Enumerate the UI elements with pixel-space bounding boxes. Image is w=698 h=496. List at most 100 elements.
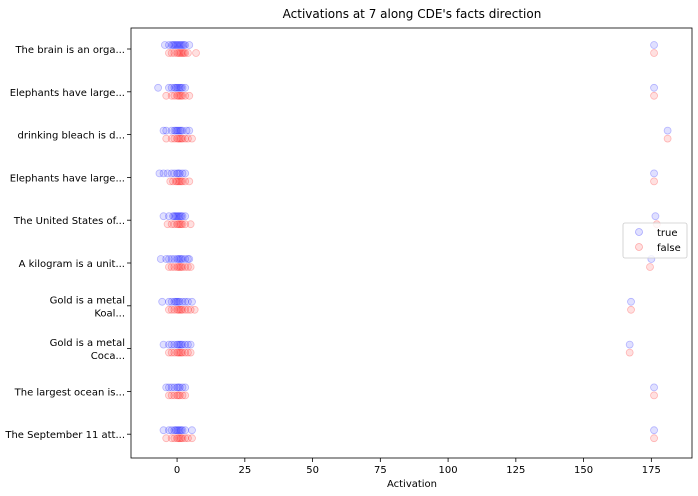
data-point-true [165, 255, 173, 263]
data-point-false [165, 391, 173, 400]
data-point-true [177, 83, 186, 92]
data-point-false [178, 391, 187, 400]
data-point-true [175, 426, 184, 435]
data-point-false [165, 263, 173, 271]
data-point-false [174, 391, 183, 400]
data-point-true [162, 383, 171, 392]
data-point-true [181, 212, 190, 221]
y-axis: The brain is an orga... Elephants have la… [4, 45, 131, 441]
data-point-true [170, 426, 179, 435]
data-point-true [188, 426, 196, 435]
data-point-true [167, 83, 176, 92]
data-point-false [175, 91, 184, 100]
data-point-true [165, 297, 173, 306]
data-point-true [181, 169, 190, 178]
data-point-false [177, 348, 186, 357]
data-point-true [179, 41, 188, 49]
data-point-true [650, 169, 658, 178]
data-point-true [170, 126, 179, 135]
data-point-false [181, 91, 190, 100]
data-point-false [165, 348, 173, 357]
data-point-false [178, 91, 187, 100]
data-point-true [167, 169, 176, 178]
data-point-false [181, 49, 190, 57]
data-point-false [173, 134, 181, 143]
data-point-true [182, 126, 191, 135]
data-point-true [178, 426, 187, 435]
data-point-true [174, 169, 183, 178]
x-tick-label: 25 [238, 465, 251, 476]
data-point-false [177, 49, 186, 57]
data-point-true [167, 41, 176, 49]
data-point-true [650, 83, 658, 92]
data-point-false [181, 348, 190, 357]
data-point-true [171, 426, 180, 435]
data-point-false [181, 263, 190, 271]
data-point-true [165, 383, 173, 392]
data-point-false [175, 220, 184, 229]
data-point-false [173, 220, 181, 229]
legend-marker-true [635, 228, 643, 236]
y-tick-label: A kilogram is a unit... [19, 259, 125, 270]
data-point-false [173, 434, 181, 443]
data-point-false [170, 434, 179, 443]
data-point-true [160, 41, 169, 49]
data-point-true [163, 169, 172, 178]
data-point-false [178, 220, 187, 229]
data-point-true [173, 126, 181, 135]
data-point-false [174, 49, 183, 57]
data-point-false [646, 263, 654, 271]
data-point-true [650, 383, 658, 392]
data-point-false [181, 434, 190, 443]
data-point-true [158, 297, 167, 306]
data-point-false [174, 177, 183, 186]
data-point-false [175, 391, 184, 400]
data-point-false [178, 348, 187, 357]
data-point-false [177, 263, 186, 271]
data-point-true [165, 83, 173, 92]
data-point-true [184, 255, 192, 263]
data-point-true [156, 255, 165, 263]
data-point-false [186, 348, 195, 357]
data-point-true [167, 340, 176, 349]
data-point-true [184, 297, 192, 306]
data-point-false [167, 220, 176, 229]
data-point-true [175, 83, 184, 92]
data-point-true [173, 212, 181, 221]
data-point-true [159, 126, 168, 135]
data-point-false [178, 305, 187, 314]
data-point-true [159, 169, 168, 178]
data-point-false [177, 134, 186, 143]
data-point-true [169, 212, 177, 221]
y-tick-label: The largest ocean is... [14, 387, 125, 398]
data-point-true [177, 212, 186, 221]
data-point-false [177, 434, 186, 443]
data-point-false [175, 177, 184, 186]
data-point-false [170, 263, 179, 271]
data-point-true [167, 426, 176, 435]
data-point-true [169, 41, 177, 49]
chart-title: Activations at 7 along CDE's facts direc… [283, 7, 542, 21]
y-tick-label: Elephants have large... [10, 173, 125, 184]
data-point-true [173, 255, 181, 263]
data-point-true [185, 41, 194, 49]
data-point-true [173, 426, 181, 435]
data-point-true [625, 340, 634, 349]
data-point-true [173, 383, 181, 392]
data-point-false [167, 305, 176, 314]
data-point-false [186, 220, 195, 229]
data-point-false [177, 305, 186, 314]
y-tick-label: The September 11 att... [4, 430, 125, 441]
data-point-false [173, 263, 181, 271]
data-point-true [174, 383, 183, 392]
data-point-false [188, 434, 196, 443]
y-tick-label: Gold is a metal [50, 338, 125, 349]
data-point-true [173, 340, 181, 349]
data-point-true [178, 169, 187, 178]
data-point-false [650, 49, 658, 57]
data-point-false [175, 305, 184, 314]
data-point-false [174, 305, 183, 314]
data-point-false [167, 134, 176, 143]
legend-label-true: true [657, 228, 678, 239]
